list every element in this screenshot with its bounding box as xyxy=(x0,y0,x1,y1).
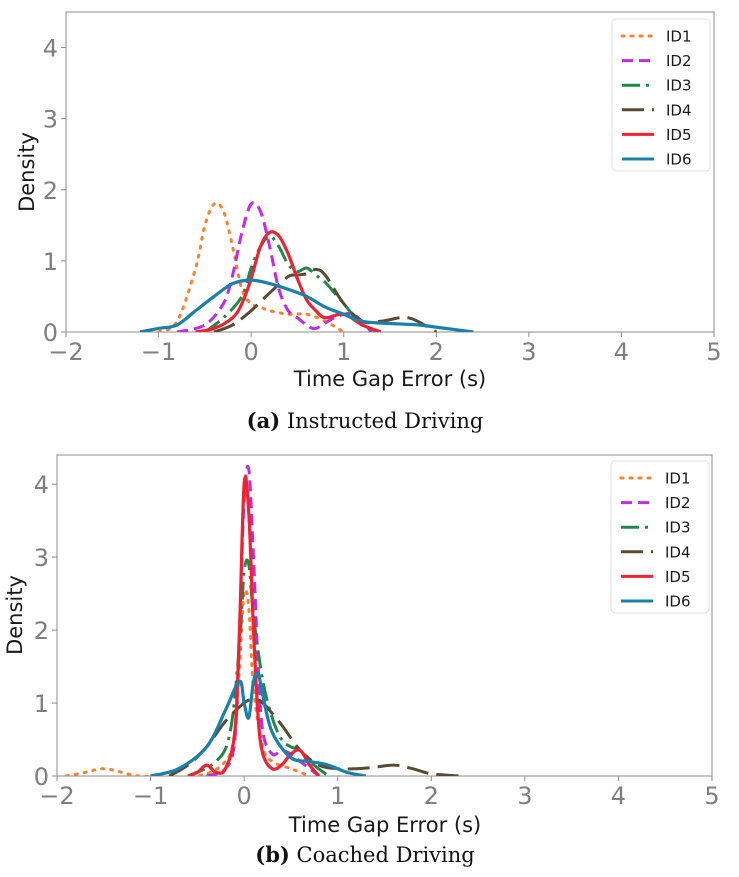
panel-b-frame xyxy=(56,454,713,777)
panel-a-series-id2 xyxy=(176,201,373,332)
panel-a: −2 −1 0 1 2 3 4 5 0 1 2 3 4 ID1 ID2 ID3 ID4 ID5 ID6 Time G… xyxy=(15,11,722,433)
panel-b-caption-label: (b) xyxy=(255,842,290,867)
panel-a-caption: (a) Instructed Driving xyxy=(247,408,484,433)
panel-a-ytick-label: 2 xyxy=(43,177,58,205)
panel-a-legend: ID1 ID2 ID3 ID4 ID5 ID6 xyxy=(611,18,711,172)
panel-a-xtick-label: −2 xyxy=(48,338,83,366)
panel-a-xlabel: Time Gap Error (s) xyxy=(293,367,486,391)
panel-a-curves xyxy=(139,201,474,332)
panel-a-marks: −2 −1 0 1 2 3 4 5 0 1 2 3 4 ID1 ID2 ID3 ID4 ID5 ID6 xyxy=(43,18,722,366)
panel-a-xtick-label: 2 xyxy=(429,338,444,366)
panel-a-legend-label-id5: ID5 xyxy=(666,126,692,144)
panel-a-caption-label: (a) xyxy=(247,408,280,433)
panel-a-series-id5 xyxy=(195,230,382,332)
panel-b-xtick-label: 5 xyxy=(704,782,719,810)
panel-b-xtick-label: 4 xyxy=(611,782,626,810)
panel-a-xtick-label: −1 xyxy=(141,338,176,366)
panel-b-caption-text: Coached Driving xyxy=(297,843,475,867)
panel-b-legend-label-id5: ID5 xyxy=(665,568,691,586)
panel-b-ytick-label: 2 xyxy=(34,617,49,645)
panel-b-xtick-label: 1 xyxy=(330,782,345,810)
panel-b-series-id1 xyxy=(64,588,312,776)
panel-b-xtick-label: 3 xyxy=(517,782,532,810)
panel-a-xtick-label: 5 xyxy=(706,338,721,366)
panel-a-legend-box xyxy=(611,18,711,172)
panel-b-legend: ID1 ID2 ID3 ID4 ID5 ID6 xyxy=(610,460,710,614)
panel-a-series-id4 xyxy=(213,267,438,332)
panel-b-xtick-label: −1 xyxy=(133,782,168,810)
panel-b-xtick-label: 0 xyxy=(237,782,252,810)
panel-a-legend-label-id1: ID1 xyxy=(666,28,692,46)
panel-b-legend-label-id2: ID2 xyxy=(665,494,691,512)
panel-a-ytick-label: 4 xyxy=(43,35,58,63)
panel-a-xtick-label: 4 xyxy=(614,338,629,366)
panel-a-xtick-label: 1 xyxy=(336,338,351,366)
panel-b-ytick-label: 0 xyxy=(34,763,49,791)
panel-a-series-id1 xyxy=(157,201,346,332)
panel-b-series-id6 xyxy=(150,671,367,776)
panel-a-ytick-label: 0 xyxy=(43,319,58,347)
panel-b-curves xyxy=(64,464,460,776)
panel-b: −2 −1 0 1 2 3 4 5 0 1 2 3 4 ID1 ID2 ID3 ID4 ID5 ID6 Time G… xyxy=(3,454,720,867)
panel-a-frame xyxy=(65,11,715,333)
panel-a-legend-label-id2: ID2 xyxy=(666,52,692,70)
panel-b-xtick-label: −2 xyxy=(39,782,74,810)
panel-a-legend-label-id4: ID4 xyxy=(666,101,692,119)
panel-b-legend-label-id4: ID4 xyxy=(665,543,691,561)
panel-b-ylabel: Density xyxy=(3,575,27,655)
panel-b-xtick-label: 2 xyxy=(424,782,439,810)
panel-a-xtick-label: 0 xyxy=(244,338,259,366)
panel-a-xtick-label: 3 xyxy=(521,338,536,366)
panel-a-series-id3 xyxy=(203,234,382,332)
panel-b-series-id2 xyxy=(206,464,320,776)
panel-b-marks: −2 −1 0 1 2 3 4 5 0 1 2 3 4 ID1 ID2 ID3 ID4 ID5 ID6 xyxy=(34,460,720,810)
panel-a-ytick-label: 1 xyxy=(43,248,58,276)
panel-b-legend-label-id1: ID1 xyxy=(665,470,691,488)
panel-a-ytick-label: 3 xyxy=(43,106,58,134)
panel-b-ytick-label: 4 xyxy=(34,471,49,499)
panel-a-ylabel: Density xyxy=(15,132,39,212)
panel-a-legend-label-id3: ID3 xyxy=(666,77,692,95)
panel-a-legend-label-id6: ID6 xyxy=(666,151,692,169)
panel-b-legend-label-id6: ID6 xyxy=(665,593,691,611)
panel-b-series-id5 xyxy=(187,475,321,776)
panel-b-legend-label-id3: ID3 xyxy=(665,519,691,537)
panel-b-ytick-label: 1 xyxy=(34,690,49,718)
panel-b-ytick-label: 3 xyxy=(34,544,49,572)
panel-a-caption-text: Instructed Driving xyxy=(287,409,484,433)
panel-b-legend-box xyxy=(610,460,710,614)
panel-a-series-id6 xyxy=(139,278,474,332)
panel-b-xlabel: Time Gap Error (s) xyxy=(288,813,481,837)
panel-b-caption: (b) Coached Driving xyxy=(255,842,474,867)
